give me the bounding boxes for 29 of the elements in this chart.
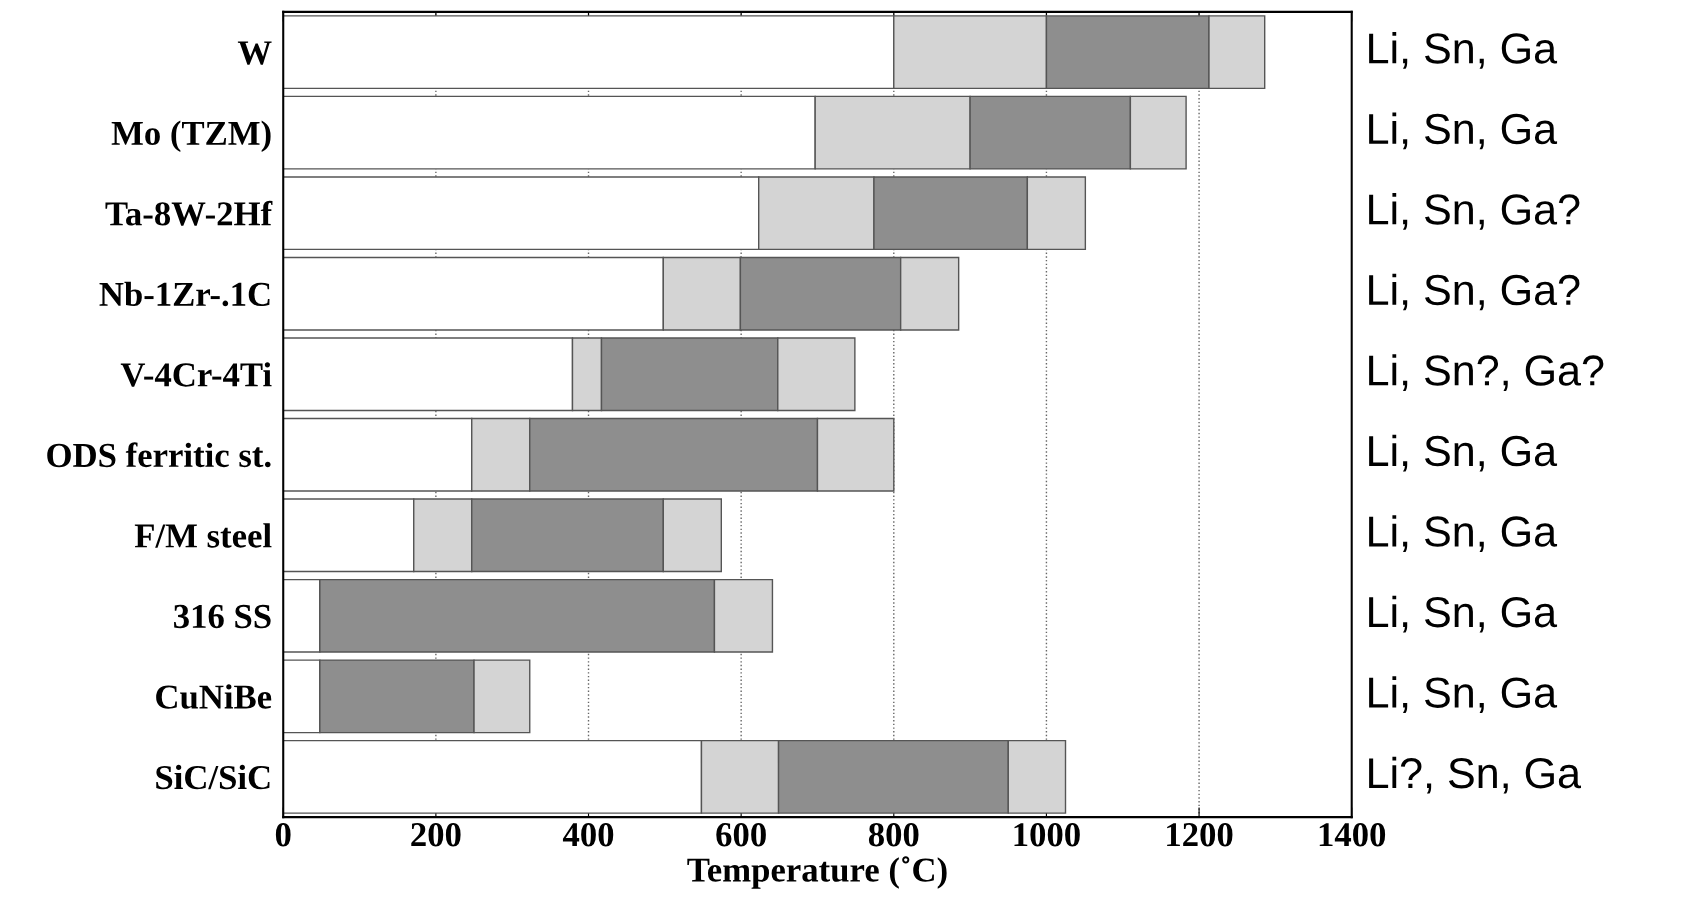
text: Li, Sn, Ga? [1369, 193, 1580, 230]
x-axis-title: Temperature (˚C) [687, 856, 947, 889]
y-tick-label: F/M steel [134, 523, 272, 548]
y-tick-label: V-4Cr-4Ti [120, 362, 272, 387]
text: Li, Sn, Ga? [1369, 273, 1580, 311]
x-tick-label: 400 [562, 823, 614, 847]
x-tick-label: 600 [716, 823, 766, 847]
text: Li, Sn, Ga [1369, 676, 1558, 713]
text: Li, Sn, Ga [1369, 595, 1558, 633]
y-tick-label: CuNiBe [156, 684, 272, 709]
y-tick-label: SiC/SiC [156, 764, 270, 790]
x-tick-label: 200 [411, 823, 461, 847]
text: Li, Sn, Ga [1369, 32, 1558, 69]
text: Li, Sn?, Ga? [1369, 354, 1604, 391]
text: Li, Sn, Ga [1369, 515, 1558, 552]
x-tick-label: 800 [868, 823, 919, 847]
x-tick-label: 0 [275, 823, 291, 847]
text: Li, Sn, Ga [1369, 434, 1558, 472]
y-tick-label: W [237, 41, 272, 65]
y-tick-label: Ta-8W-2Hf [105, 200, 273, 226]
text: Li, Sn, Ga [1369, 112, 1558, 150]
x-tick-label: 1200 [1167, 823, 1233, 847]
x-tick-label: 1400 [1319, 823, 1386, 847]
y-tick-label: ODS ferritic st. [47, 442, 271, 468]
x-tick-label: 1000 [1014, 823, 1080, 847]
y-tick-label: 316 SS [174, 604, 271, 629]
y-tick-label: Mo (TZM) [111, 120, 271, 153]
y-tick-label: Nb-1Zr-.1C [99, 281, 270, 307]
text: Li?, Sn, Ga [1369, 756, 1581, 794]
